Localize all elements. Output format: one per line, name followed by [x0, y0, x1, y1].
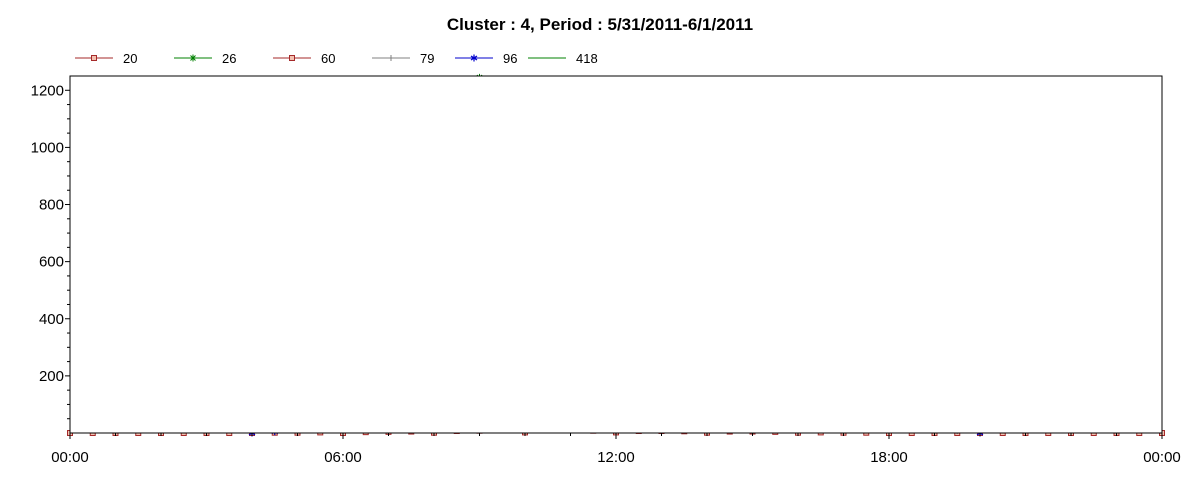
axes: 200 400 600 800 1000 1200 00:00 06:00 12:00 18:00… — [31, 75, 1181, 466]
legend-item: 26 — [174, 51, 236, 66]
data-point — [388, 55, 394, 61]
plot-frame — [69, 75, 1163, 434]
x-tick-label: 00:00 — [51, 449, 89, 466]
legend-label: 60 — [321, 51, 335, 66]
legend-item: 418 — [528, 51, 598, 66]
y-tick-label: 1200 — [31, 82, 64, 99]
x-tick-label: 12:00 — [597, 449, 635, 466]
data-point — [470, 54, 478, 62]
x-tick-label: 00:00 — [1143, 449, 1181, 466]
x-tick-label: 18:00 — [870, 449, 908, 466]
y-tick-label: 1000 — [31, 139, 64, 156]
y-tick-label: 400 — [39, 311, 64, 328]
legend-label: 79 — [420, 51, 434, 66]
chart-title: Cluster : 4, Period : 5/31/2011-6/1/2011 — [447, 15, 753, 34]
y-tick-label: 200 — [39, 368, 64, 385]
x-tick-label: 06:00 — [324, 449, 362, 466]
legend: 20 26 60 79 96 418 — [75, 51, 598, 66]
legend-label: 26 — [222, 51, 236, 66]
y-tick-label: 600 — [39, 254, 64, 271]
legend-item: 20 — [75, 51, 137, 66]
legend-label: 20 — [123, 51, 137, 66]
legend-item: 96 — [455, 51, 517, 66]
legend-label: 418 — [576, 51, 598, 66]
legend-item: 79 — [372, 51, 434, 66]
data-point — [289, 55, 295, 61]
legend-item: 60 — [273, 51, 335, 66]
legend-label: 96 — [503, 51, 517, 66]
data-point — [189, 54, 197, 62]
data-point — [91, 55, 97, 61]
y-tick-label: 800 — [39, 197, 64, 214]
